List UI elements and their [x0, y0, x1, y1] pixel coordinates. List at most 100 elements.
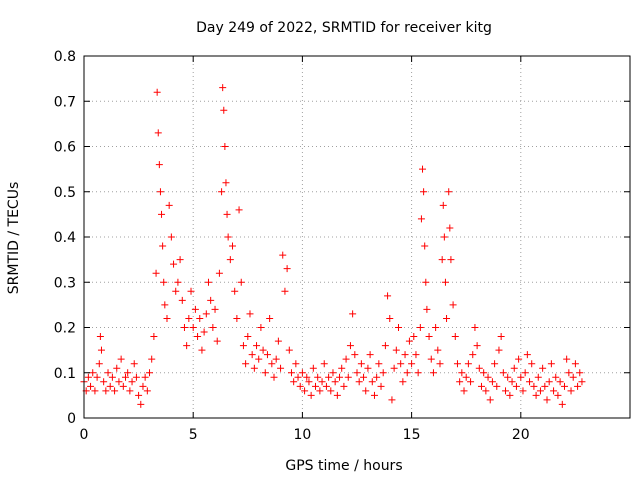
data-point [436, 360, 444, 368]
data-point [174, 278, 182, 286]
data-point [422, 278, 430, 286]
data-point [130, 360, 138, 368]
data-point [218, 188, 226, 196]
data-point [153, 88, 161, 96]
data-point [309, 364, 317, 372]
data-point [239, 342, 247, 350]
y-axis-label: SRMTID / TECUs [6, 182, 22, 295]
data-point [346, 342, 354, 350]
data-point [159, 242, 167, 250]
data-point [336, 373, 344, 381]
data-point [296, 382, 304, 390]
data-point [390, 364, 398, 372]
data-point [209, 324, 217, 331]
data-point [259, 346, 267, 354]
data-point [139, 382, 147, 390]
data-point [172, 287, 180, 295]
x-tick-label: 0 [80, 427, 89, 443]
data-point [135, 391, 143, 399]
data-point [191, 305, 199, 313]
data-point [160, 278, 168, 286]
data-point [353, 369, 361, 377]
data-point [486, 396, 494, 404]
data-point [467, 378, 475, 386]
data-point [495, 346, 503, 354]
data-point [223, 210, 231, 218]
axis-ticks [83, 55, 630, 419]
y-tick-labels: 0 0.1 0.2 0.3 0.4 0.5 0.6 0.7 0.8 [54, 49, 76, 427]
data-point [96, 333, 104, 341]
data-point [283, 265, 291, 273]
data-point [150, 333, 158, 341]
data-point [292, 360, 300, 368]
data-point [355, 378, 363, 386]
chart-title: Day 249 of 2022, SRMTID for receiver kit… [196, 20, 492, 36]
data-point [399, 378, 407, 386]
data-point [574, 382, 582, 390]
data-point [202, 310, 210, 318]
data-point [226, 256, 234, 264]
data-point [257, 324, 265, 331]
data-point [342, 355, 350, 363]
data-point [89, 369, 97, 377]
data-point [215, 269, 223, 277]
x-tick-label: 10 [293, 427, 311, 443]
data-point [298, 369, 306, 377]
data-point [405, 337, 413, 345]
data-point [515, 355, 523, 363]
data-point [272, 355, 280, 363]
data-point [445, 188, 453, 196]
data-point [508, 378, 516, 386]
data-point [244, 333, 252, 341]
data-point [397, 360, 405, 368]
data-point [180, 324, 188, 331]
data-point [312, 382, 320, 390]
data-point [316, 387, 324, 395]
data-point [449, 301, 457, 309]
data-point [377, 382, 385, 390]
grid-lines [84, 56, 630, 418]
x-tick-label: 5 [189, 427, 198, 443]
data-point [362, 387, 370, 395]
data-point [451, 333, 459, 341]
data-point [408, 360, 416, 368]
data-point [329, 369, 337, 377]
data-point [93, 373, 101, 381]
data-point [519, 387, 527, 395]
data-point [480, 369, 488, 377]
data-point [556, 378, 564, 386]
data-point [126, 387, 134, 395]
data-point [331, 378, 339, 386]
data-point [357, 360, 365, 368]
data-point [200, 328, 208, 336]
data-point [521, 369, 529, 377]
data-point [111, 387, 119, 395]
data-point [414, 369, 422, 377]
data-point [344, 373, 352, 381]
data-point [578, 378, 586, 386]
data-point [517, 373, 525, 381]
y-tick-label: 0.4 [54, 230, 76, 246]
data-point [539, 364, 547, 372]
data-point [545, 378, 553, 386]
data-point [512, 382, 520, 390]
data-point [528, 360, 536, 368]
data-point [231, 287, 239, 295]
data-point [499, 369, 507, 377]
data-point [429, 369, 437, 377]
data-point [563, 355, 571, 363]
data-point [441, 278, 449, 286]
data-point [469, 351, 477, 359]
data-point [340, 382, 348, 390]
y-tick-label: 0.6 [54, 140, 76, 156]
data-point [534, 373, 542, 381]
data-point [165, 201, 173, 209]
data-point [571, 360, 579, 368]
data-point [104, 369, 112, 377]
data-point [185, 314, 193, 322]
data-point [219, 84, 227, 92]
data-point [447, 256, 455, 264]
data-point [554, 391, 562, 399]
x-tick-label: 15 [403, 427, 421, 443]
data-point [410, 333, 418, 341]
